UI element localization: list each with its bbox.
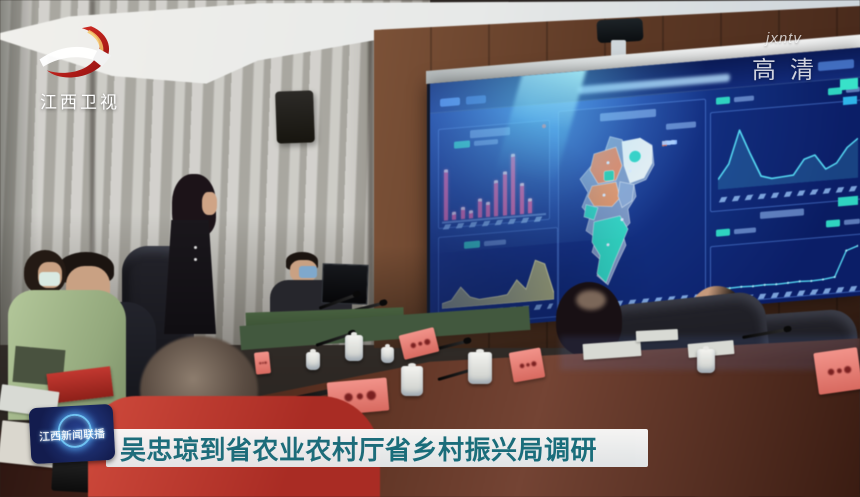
presenter-face (202, 192, 217, 215)
bar (469, 209, 474, 219)
teacup (306, 349, 320, 370)
bar (502, 171, 507, 216)
bar (477, 198, 482, 218)
bar-legend-chip (454, 140, 470, 149)
dashboard-title-glow (578, 73, 730, 95)
teapot (468, 349, 492, 384)
name-plate (508, 347, 546, 383)
watermark-brand: jxntv (766, 30, 802, 47)
line-top-legend-label (734, 95, 754, 103)
wall-speaker (275, 90, 315, 144)
presenter-body (164, 220, 216, 334)
dashboard-tab (466, 95, 486, 105)
jacket-button (194, 258, 197, 261)
channel-logo: 江西卫视 (28, 22, 132, 112)
ranking-value (662, 140, 677, 146)
watermark-hd: 高清 (752, 57, 828, 84)
bar (485, 201, 490, 218)
edge-data-chip (838, 195, 858, 207)
jacket-button (194, 246, 197, 249)
scalp-highlight (576, 290, 606, 310)
document-paper (635, 328, 679, 343)
channel-logo-text: 江西卫视 (40, 93, 120, 112)
teacup (697, 346, 715, 373)
bar-chart (444, 148, 546, 221)
bar (460, 206, 465, 220)
program-badge: 江西新闻联播 (28, 403, 116, 465)
ranking-list (662, 133, 704, 297)
name-plate (253, 351, 272, 375)
area-legend-chip (464, 240, 480, 249)
program-badge-text: 江西新闻联播 (38, 428, 106, 444)
face-mask (39, 272, 60, 286)
line-bottom-legend-chip (826, 219, 840, 228)
teacup (345, 332, 363, 361)
bar (519, 183, 524, 215)
edge-data-chip (840, 77, 858, 91)
channel-logo-swoosh-icon (39, 26, 112, 78)
line-top-legend-chip (716, 96, 730, 105)
bar (527, 197, 532, 214)
bar (444, 169, 448, 221)
curtain-edge (368, 20, 374, 340)
name-plate (813, 347, 860, 395)
news-caption-bar: 吴忠琼到省农业农村厅省乡村振兴局调研 (106, 429, 648, 467)
bar (494, 180, 499, 217)
presenter-woman (156, 172, 226, 334)
line-bottom-legend-label (734, 227, 756, 235)
bar (452, 211, 457, 220)
bar (511, 153, 516, 215)
line-chart-top (718, 129, 858, 190)
face-mask (299, 266, 317, 278)
line-bottom-legend-chip (716, 228, 730, 237)
dashboard-tab (440, 97, 460, 107)
line-bottom-legend-label (844, 218, 860, 225)
edge-data-chip (843, 95, 857, 106)
news-caption-text: 吴忠琼到省农业农村厅省乡村振兴局调研 (120, 434, 598, 465)
curtain-gap (90, 0, 95, 340)
line-bottom-title (760, 208, 804, 220)
dashboard-screen (427, 47, 860, 332)
teapot (401, 363, 423, 396)
teacup (381, 344, 394, 363)
